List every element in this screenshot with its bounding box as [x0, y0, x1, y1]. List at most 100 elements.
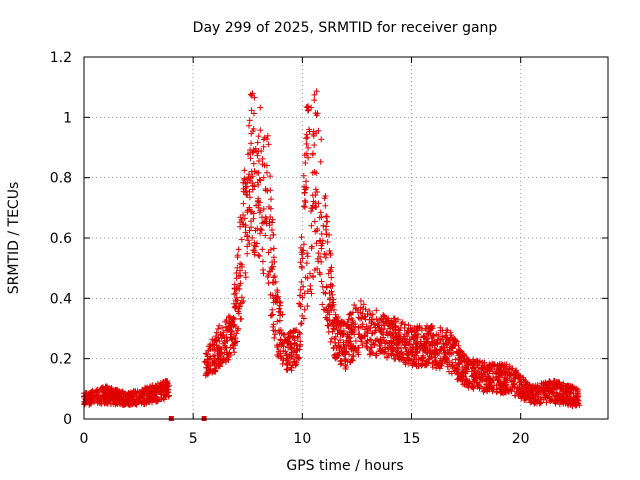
data-point [328, 264, 335, 271]
data-point [423, 358, 430, 365]
data-point [206, 343, 213, 350]
data-point [508, 366, 515, 373]
data-point [231, 349, 238, 356]
data-point [272, 278, 279, 285]
data-point [216, 322, 223, 329]
data-point [434, 361, 441, 368]
data-point [306, 128, 313, 135]
data-point [383, 353, 390, 360]
data-point [242, 224, 249, 231]
data-point [205, 347, 212, 354]
data-point [489, 376, 496, 383]
data-point [246, 227, 253, 234]
data-point [112, 392, 119, 399]
data-point [364, 329, 371, 336]
data-point [227, 327, 234, 334]
data-point [418, 342, 425, 349]
data-point [327, 294, 334, 301]
data-point [136, 392, 143, 399]
data-point [277, 350, 284, 357]
data-point [258, 148, 265, 155]
data-point [255, 252, 262, 259]
data-point [351, 347, 358, 354]
data-point [409, 349, 416, 356]
data-point [352, 337, 359, 344]
data-point [414, 349, 421, 356]
data-point [415, 362, 422, 369]
data-point [237, 280, 244, 287]
data-point [414, 323, 421, 330]
data-point [284, 362, 291, 369]
data-point [286, 329, 293, 336]
data-point [298, 264, 305, 271]
data-point [211, 368, 218, 375]
data-point [247, 91, 254, 98]
data-point [481, 369, 488, 376]
data-point [110, 397, 117, 404]
data-point [379, 326, 386, 333]
data-point [227, 352, 234, 359]
data-point [463, 357, 470, 364]
data-point [244, 179, 251, 186]
data-point [305, 154, 312, 161]
data-point [433, 362, 440, 369]
data-point [349, 357, 356, 364]
data-point [153, 389, 160, 396]
data-point [327, 250, 334, 257]
data-point [234, 264, 241, 271]
data-point [397, 324, 404, 331]
data-point [261, 162, 268, 169]
data-point [507, 386, 514, 393]
data-point [292, 362, 299, 369]
data-point [249, 90, 256, 97]
data-point [257, 226, 264, 233]
data-point [294, 334, 301, 341]
data-point [300, 247, 307, 254]
data-point [495, 377, 502, 384]
data-point [274, 289, 281, 296]
data-point [268, 196, 275, 203]
data-point [296, 292, 303, 299]
data-point [241, 176, 248, 183]
data-point [246, 171, 253, 178]
data-point [434, 339, 441, 346]
data-point [543, 399, 550, 406]
data-point [247, 155, 254, 162]
data-point [301, 197, 308, 204]
data-point [220, 331, 227, 338]
data-point [252, 243, 259, 250]
data-point [267, 312, 274, 319]
data-point [553, 383, 560, 390]
data-point [248, 218, 255, 225]
data-point [558, 385, 565, 392]
data-point [477, 378, 484, 385]
data-point [419, 347, 426, 354]
data-point [567, 386, 574, 393]
grid [84, 57, 608, 419]
data-point [530, 387, 537, 394]
data-point [302, 159, 309, 166]
data-point [234, 308, 241, 315]
data-point [474, 361, 481, 368]
data-point [322, 226, 329, 233]
data-point [316, 214, 323, 221]
data-point [231, 321, 238, 328]
data-point [356, 330, 363, 337]
data-point [250, 210, 257, 217]
data-point [564, 382, 571, 389]
x-axis-label: GPS time / hours [286, 458, 403, 474]
data-point [306, 270, 313, 277]
data-point [411, 333, 418, 340]
data-point [231, 304, 238, 311]
data-point [149, 392, 156, 399]
data-point [277, 336, 284, 343]
data-point [281, 337, 288, 344]
data-point [547, 388, 554, 395]
data-point [347, 310, 354, 317]
data-point [429, 359, 436, 366]
data-point [248, 140, 255, 147]
data-point [462, 382, 469, 389]
x-tick-label: 10 [293, 431, 311, 447]
data-point [406, 355, 413, 362]
data-point [296, 354, 303, 361]
